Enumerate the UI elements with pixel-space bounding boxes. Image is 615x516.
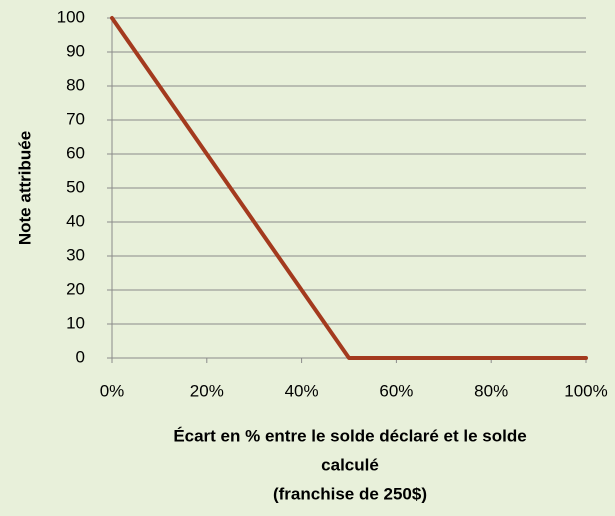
- x-tick-label: 100%: [564, 381, 607, 400]
- x-axis-title: Écart en % entre le solde déclaré et le …: [173, 426, 526, 445]
- y-tick-label: 70: [66, 109, 85, 128]
- y-tick-label: 20: [66, 279, 85, 298]
- y-tick-label: 30: [66, 245, 85, 264]
- y-tick-label: 0: [76, 347, 85, 366]
- y-tick-label: 100: [57, 7, 85, 26]
- y-tick-label: 40: [66, 211, 85, 230]
- y-tick-label: 60: [66, 143, 85, 162]
- x-axis-title: (franchise de 250$): [273, 484, 427, 503]
- y-tick-label: 50: [66, 177, 85, 196]
- y-tick-label: 80: [66, 75, 85, 94]
- x-tick-label: 60%: [379, 381, 413, 400]
- line-series: [110, 16, 588, 360]
- y-tick-label: 90: [66, 41, 85, 60]
- x-tick-label: 0%: [100, 381, 125, 400]
- x-tick-label: 20%: [190, 381, 224, 400]
- y-tick-label: 10: [66, 313, 85, 332]
- y-axis-title: Note attribuée: [15, 131, 34, 245]
- x-axis-title: calculé: [321, 455, 379, 474]
- x-tick-label: 80%: [474, 381, 508, 400]
- x-tick-label: 40%: [285, 381, 319, 400]
